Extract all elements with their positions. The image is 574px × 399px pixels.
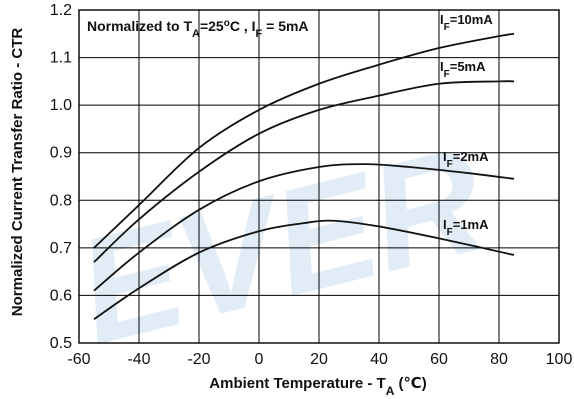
note-part: =25 — [200, 18, 224, 34]
series-label-main: I — [443, 149, 447, 164]
series-line — [93, 163, 515, 292]
series-label-main: I — [440, 12, 444, 27]
x-tick-label: 80 — [490, 351, 508, 368]
x-tick-label: -40 — [127, 351, 150, 368]
x-axis-title-main: Ambient Temperature - T — [209, 375, 385, 392]
series-label-sub: F — [447, 227, 453, 238]
x-axis-title: Ambient Temperature - TA (℃) — [209, 375, 426, 398]
series-label: IF=10mA — [440, 12, 493, 33]
x-axis-title-sub: A — [386, 384, 395, 398]
x-tick-label: 40 — [370, 351, 388, 368]
x-tick-label: -60 — [67, 351, 90, 368]
normalization-note: Normalized to TA=25oC , IF = 5mA — [87, 18, 309, 41]
note-sub: A — [192, 28, 200, 40]
series-label-sub: F — [444, 22, 450, 33]
x-tick-label: 0 — [255, 351, 264, 368]
y-tick-label: 1.2 — [50, 2, 72, 19]
series-label-sub: F — [444, 69, 450, 80]
series-line — [93, 219, 515, 320]
series-label-sub: F — [447, 159, 453, 170]
series-label-rest: =5mA — [450, 59, 486, 74]
series-label: IF=2mA — [443, 149, 489, 170]
note-sub: F — [256, 28, 263, 40]
y-tick-label: 0.6 — [50, 287, 72, 304]
y-tick-label: 0.8 — [50, 192, 72, 209]
y-tick-label: 0.9 — [50, 145, 72, 162]
note-part: C , I — [230, 18, 256, 34]
y-tick-label: 1.1 — [50, 50, 72, 67]
series-label-rest: =1mA — [453, 217, 489, 232]
series-label: IF=1mA — [443, 217, 489, 238]
y-tick-label: 0.7 — [50, 240, 72, 257]
note-sup: o — [224, 18, 230, 29]
series-line — [93, 32, 515, 249]
y-tick-label: 1.0 — [50, 97, 72, 114]
series-line — [93, 80, 515, 263]
x-tick-label: 20 — [310, 351, 328, 368]
x-tick-label: 100 — [546, 351, 573, 368]
note-part: = 5mA — [262, 18, 308, 34]
x-tick-label: -20 — [187, 351, 210, 368]
plot-frame — [78, 9, 560, 344]
series-label-rest: =10mA — [450, 12, 494, 27]
y-tick-label: 0.5 — [50, 335, 72, 352]
x-axis-title-unit: (℃) — [394, 375, 426, 392]
series-label: IF=5mA — [440, 59, 486, 80]
series-label-main: I — [443, 217, 447, 232]
note-part: Normalized to T — [87, 18, 192, 34]
x-tick-label: 60 — [430, 351, 448, 368]
watermark: EVER — [62, 114, 499, 376]
series-label-rest: =2mA — [453, 149, 489, 164]
y-axis-title: Normalized Current Transfer Ratio - CTR — [9, 28, 26, 317]
series-label-main: I — [440, 59, 444, 74]
